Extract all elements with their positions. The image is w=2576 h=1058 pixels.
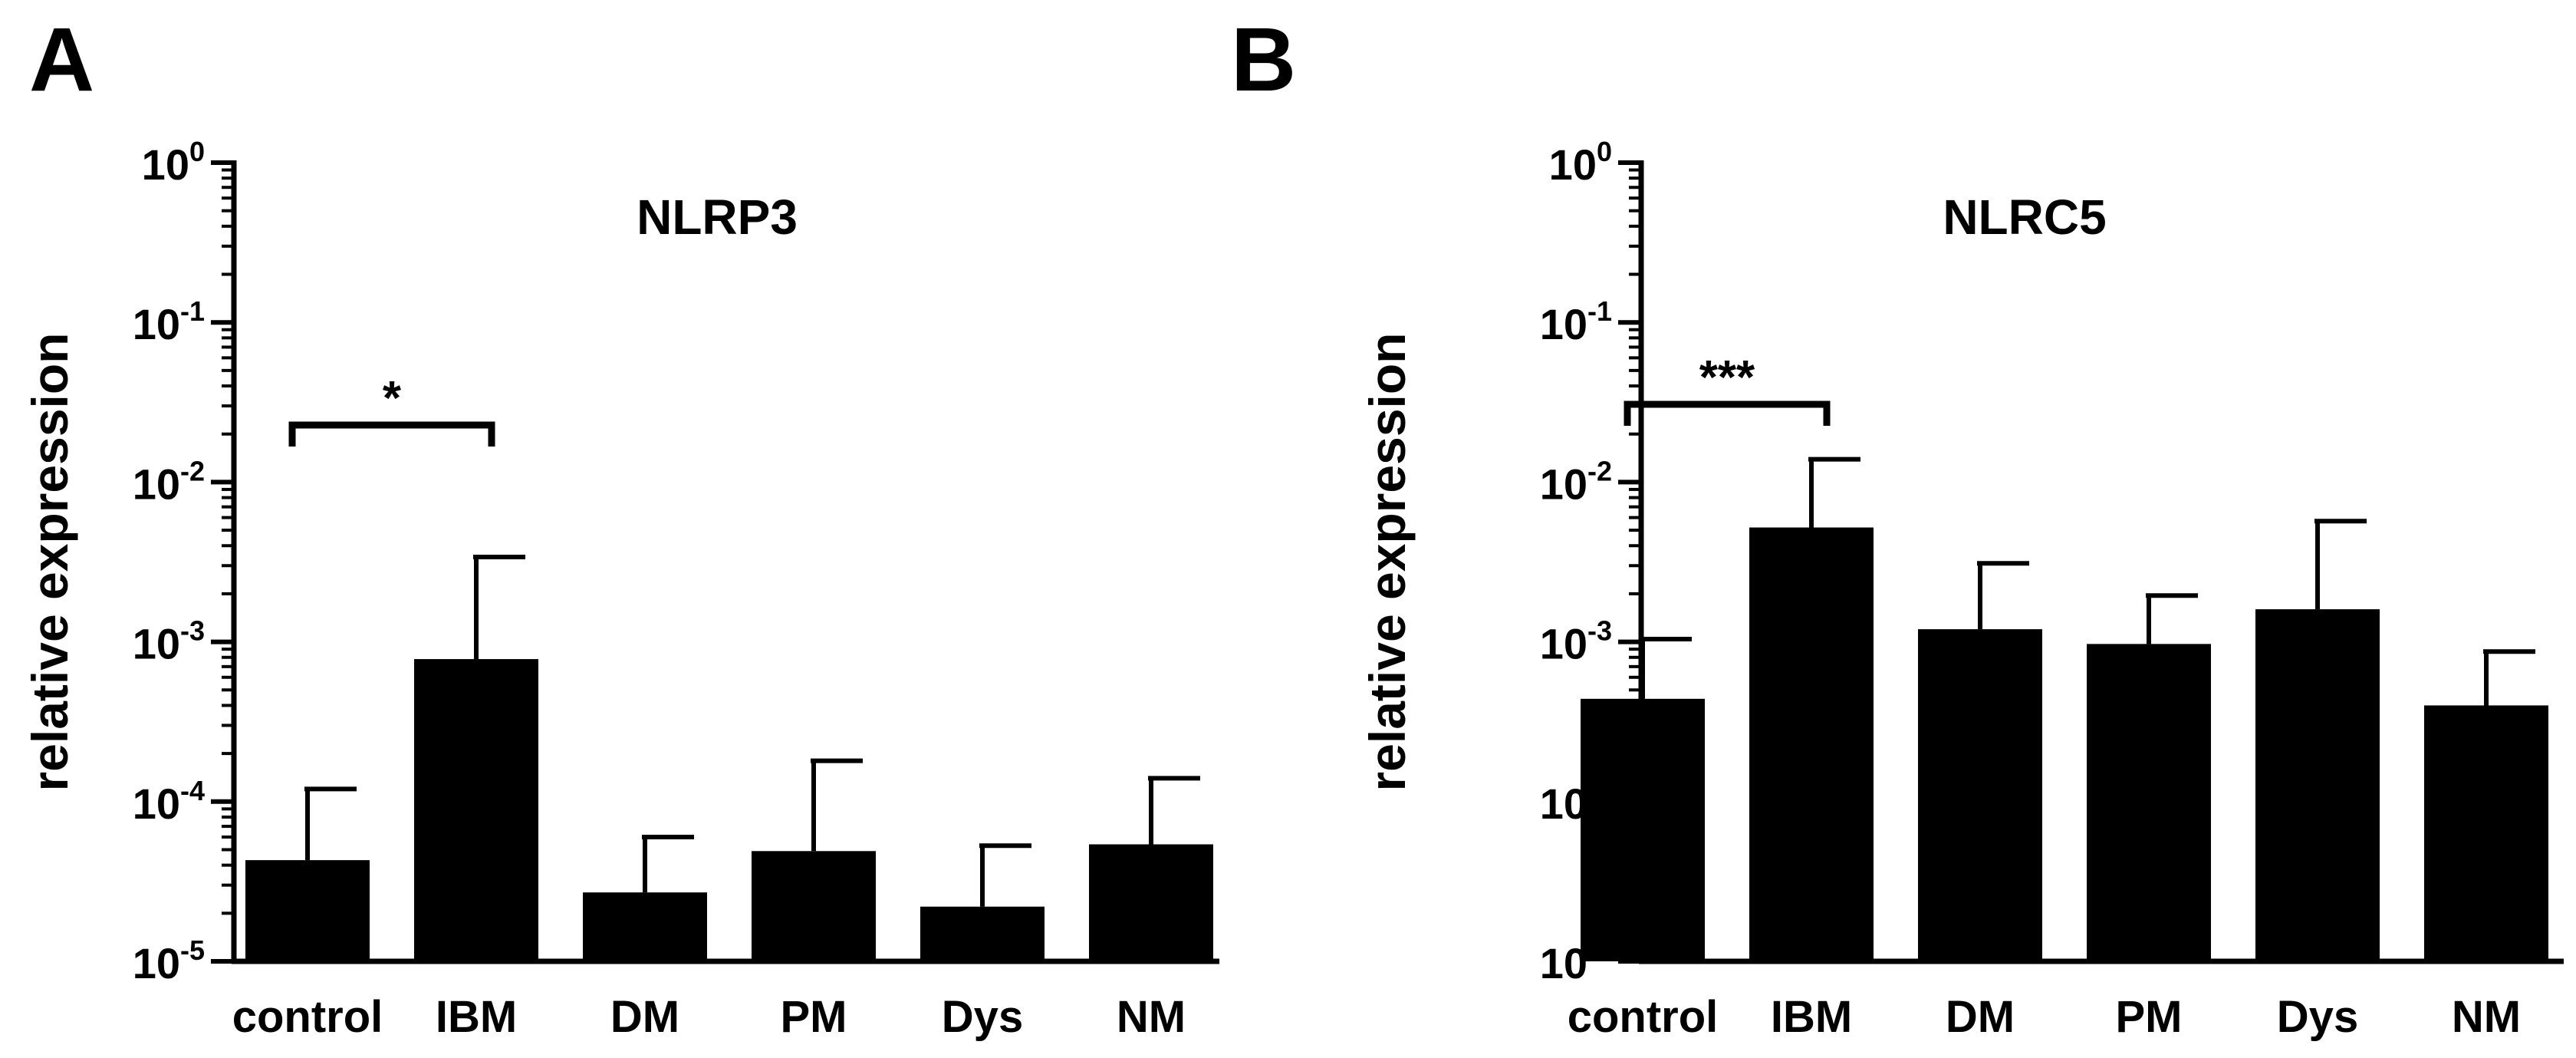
bar-nm — [1089, 844, 1213, 961]
bar-ibm — [1749, 527, 1874, 961]
x-tick-label: PM — [2116, 992, 2183, 1042]
bar-control — [1581, 698, 1705, 961]
significance-bracket — [1624, 400, 1831, 426]
chart-title: NLRC5 — [1943, 190, 2106, 245]
bar-pm — [2087, 644, 2211, 961]
x-tick-label: NM — [1117, 992, 1186, 1042]
bar-dys — [2255, 609, 2380, 961]
y-tick-label: 10-2 — [1540, 455, 1612, 508]
x-tick-label: Dys — [942, 992, 1023, 1042]
chart-panel-a: A NLRP3 relative expression 10-5 10-4 10-3 10-… — [21, 9, 1219, 1042]
x-tick-label: DM — [1946, 992, 2015, 1042]
significance-label: *** — [1699, 351, 1755, 404]
bar-nm — [2424, 705, 2548, 961]
bar-ibm — [414, 659, 538, 961]
panel-label: B — [1231, 9, 1296, 110]
significance-label: * — [383, 372, 402, 425]
x-tick-label: IBM — [1771, 992, 1852, 1042]
bar-dm — [583, 892, 707, 961]
bar-control — [245, 860, 370, 961]
bar-pm — [752, 851, 876, 961]
x-tick-label: NM — [2452, 992, 2521, 1042]
y-tick-label: 10-2 — [133, 455, 205, 508]
x-tick-label: Dys — [2277, 992, 2358, 1042]
y-tick-label: 100 — [142, 136, 205, 189]
panel-label: A — [29, 9, 94, 110]
bar-dys — [920, 906, 1045, 961]
y-tick-label: 10-1 — [1540, 295, 1612, 348]
x-tick-label: control — [1568, 992, 1719, 1042]
y-tick-label: 10-3 — [1540, 615, 1612, 668]
y-tick-label: 10-4 — [133, 775, 205, 828]
y-tick-label: 10-5 — [133, 934, 205, 987]
y-tick-label: 10-1 — [133, 295, 205, 348]
x-tick-label: control — [232, 992, 383, 1042]
bar-dm — [1918, 629, 2042, 961]
x-tick-label: IBM — [436, 992, 517, 1042]
x-tick-label: PM — [781, 992, 847, 1042]
y-axis-label: relative expression — [1359, 333, 1416, 792]
x-tick-label: DM — [610, 992, 679, 1042]
chart-title: NLRP3 — [637, 190, 798, 245]
y-tick-label: 10-3 — [133, 615, 205, 668]
significance-bracket — [288, 421, 495, 447]
y-tick-label: 100 — [1549, 136, 1612, 189]
y-axis-label: relative expression — [21, 333, 78, 792]
